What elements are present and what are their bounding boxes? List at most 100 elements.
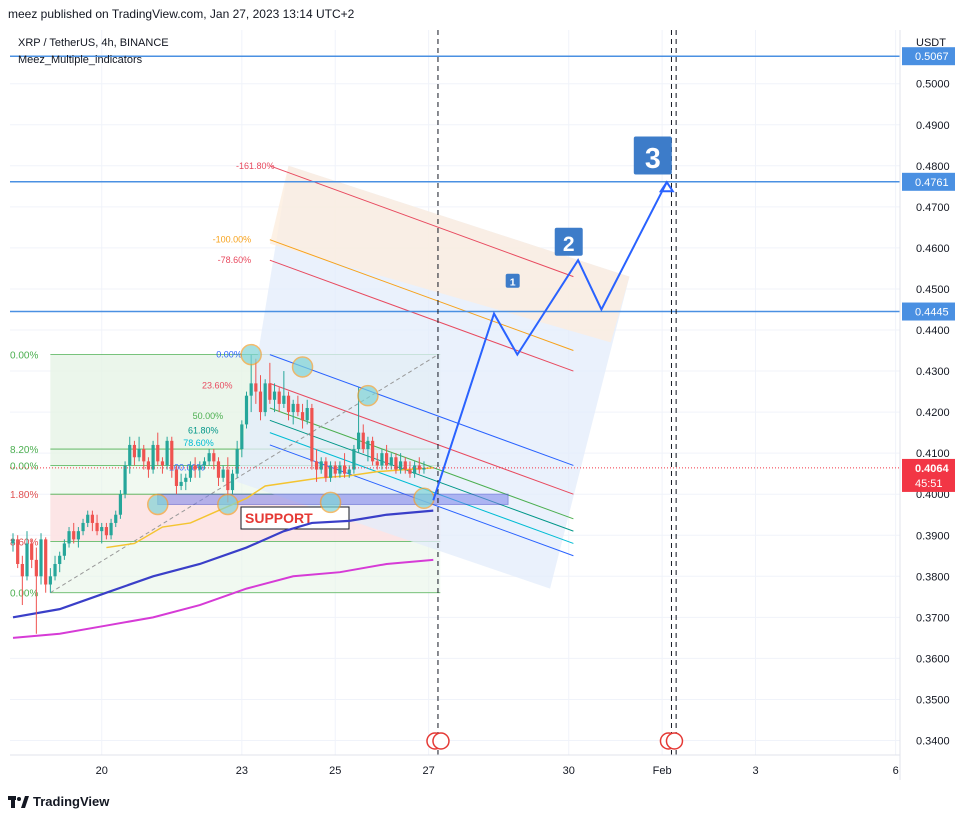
candle-body[interactable] bbox=[137, 449, 141, 458]
candle-body[interactable] bbox=[394, 457, 398, 470]
indicator-legend[interactable]: Meez_Multiple_indicators bbox=[18, 54, 143, 66]
candle-body[interactable] bbox=[356, 432, 361, 450]
candle-body[interactable] bbox=[170, 440, 174, 470]
candle-body[interactable] bbox=[202, 461, 207, 466]
candle-body[interactable] bbox=[179, 481, 183, 486]
candle-body[interactable] bbox=[422, 467, 426, 470]
tradingview-logo-icon[interactable] bbox=[8, 794, 30, 810]
candle-body[interactable] bbox=[286, 395, 291, 413]
candle-body[interactable] bbox=[123, 465, 127, 495]
candle-body[interactable] bbox=[109, 522, 113, 536]
symbol-legend[interactable]: XRP / TetherUS, 4h, BINANCE bbox=[18, 37, 169, 49]
candle-body[interactable] bbox=[268, 383, 272, 400]
candle-body[interactable] bbox=[338, 465, 342, 474]
candle-body[interactable] bbox=[328, 465, 333, 478]
price-axis[interactable] bbox=[900, 30, 971, 755]
candle-body[interactable] bbox=[399, 461, 403, 470]
candle-body[interactable] bbox=[240, 424, 244, 450]
candle-body[interactable] bbox=[389, 457, 393, 466]
candle-body[interactable] bbox=[417, 465, 421, 470]
candle-body[interactable] bbox=[174, 469, 179, 486]
candle-body[interactable] bbox=[44, 539, 48, 585]
candle-body[interactable] bbox=[282, 395, 286, 404]
last-price-badge[interactable] bbox=[902, 458, 955, 492]
candle-body[interactable] bbox=[249, 383, 253, 396]
candle-body[interactable] bbox=[156, 444, 160, 462]
candle-body[interactable] bbox=[11, 539, 15, 544]
candle-body[interactable] bbox=[333, 465, 337, 474]
candle-body[interactable] bbox=[48, 576, 52, 585]
candle-body[interactable] bbox=[221, 469, 225, 478]
candle-body[interactable] bbox=[58, 555, 62, 564]
candle-body[interactable] bbox=[226, 469, 230, 491]
candle-body[interactable] bbox=[403, 461, 407, 470]
candle-body[interactable] bbox=[413, 465, 417, 474]
candle-body[interactable] bbox=[165, 440, 169, 466]
candle-body[interactable] bbox=[314, 461, 319, 470]
candle-body[interactable] bbox=[375, 461, 379, 466]
candle-body[interactable] bbox=[95, 522, 99, 532]
candle-body[interactable] bbox=[184, 477, 188, 482]
candle-body[interactable] bbox=[291, 403, 295, 413]
wave-badge-wave3[interactable] bbox=[633, 136, 672, 175]
candle-body[interactable] bbox=[76, 531, 80, 540]
candle-body[interactable] bbox=[263, 383, 267, 413]
candle-body[interactable] bbox=[258, 391, 263, 413]
candle-body[interactable] bbox=[207, 453, 211, 462]
candle-body[interactable] bbox=[90, 514, 94, 523]
candle-body[interactable] bbox=[277, 391, 281, 404]
candle-body[interactable] bbox=[230, 473, 235, 491]
candle-body[interactable] bbox=[118, 494, 123, 515]
candle-body[interactable] bbox=[146, 461, 151, 470]
candle-body[interactable] bbox=[342, 465, 347, 474]
candle-body[interactable] bbox=[30, 543, 34, 560]
candle-body[interactable] bbox=[81, 522, 85, 532]
candle-body[interactable] bbox=[188, 465, 193, 478]
candle-body[interactable] bbox=[39, 539, 43, 577]
candle-body[interactable] bbox=[128, 444, 132, 466]
candle-body[interactable] bbox=[100, 527, 104, 532]
candle-body[interactable] bbox=[244, 395, 249, 425]
candle-body[interactable] bbox=[212, 453, 216, 462]
economic-event-icon[interactable] bbox=[665, 732, 684, 750]
candle-body[interactable] bbox=[132, 444, 137, 458]
candle-body[interactable] bbox=[142, 449, 146, 462]
candle-body[interactable] bbox=[20, 563, 24, 577]
candle-body[interactable] bbox=[216, 461, 221, 478]
candle-body[interactable] bbox=[62, 543, 66, 556]
candle-body[interactable] bbox=[151, 444, 155, 470]
candle-body[interactable] bbox=[53, 563, 57, 577]
candle-body[interactable] bbox=[86, 514, 90, 523]
candle-body[interactable] bbox=[193, 465, 197, 470]
candle-body[interactable] bbox=[319, 461, 323, 470]
candle-body[interactable] bbox=[347, 469, 351, 474]
candle-body[interactable] bbox=[104, 527, 108, 536]
candle-body[interactable] bbox=[324, 461, 328, 478]
footer-brand[interactable]: TradingView bbox=[33, 794, 110, 809]
candle-body[interactable] bbox=[408, 469, 412, 474]
candle-body[interactable] bbox=[272, 391, 277, 400]
candle-body[interactable] bbox=[296, 403, 300, 413]
candle-body[interactable] bbox=[72, 531, 76, 540]
candle-body[interactable] bbox=[114, 514, 118, 523]
candle-body[interactable] bbox=[300, 412, 305, 421]
candle-body[interactable] bbox=[352, 449, 356, 470]
candle-body[interactable] bbox=[160, 461, 165, 466]
candle-body[interactable] bbox=[305, 407, 309, 421]
candle-body[interactable] bbox=[385, 453, 389, 466]
wave-badge-wave2[interactable] bbox=[554, 227, 583, 256]
candle-body[interactable] bbox=[16, 539, 20, 564]
candle-body[interactable] bbox=[310, 407, 314, 462]
candle-body[interactable] bbox=[380, 453, 384, 466]
candle-body[interactable] bbox=[361, 432, 365, 450]
wave-badge-wave1[interactable] bbox=[505, 273, 520, 288]
candle-body[interactable] bbox=[370, 440, 375, 462]
candle-body[interactable] bbox=[67, 531, 71, 544]
candle-body[interactable] bbox=[34, 559, 38, 577]
candle-body[interactable] bbox=[235, 449, 239, 474]
candle-body[interactable] bbox=[25, 543, 29, 577]
price-chart[interactable]: 0.00% 8.20% 0.00% 1.80% 8.60% 0.00% -161.80% -1… bbox=[0, 0, 971, 790]
economic-event-icon[interactable] bbox=[432, 732, 450, 750]
candle-body[interactable] bbox=[254, 383, 258, 392]
candle-body[interactable] bbox=[366, 440, 370, 450]
